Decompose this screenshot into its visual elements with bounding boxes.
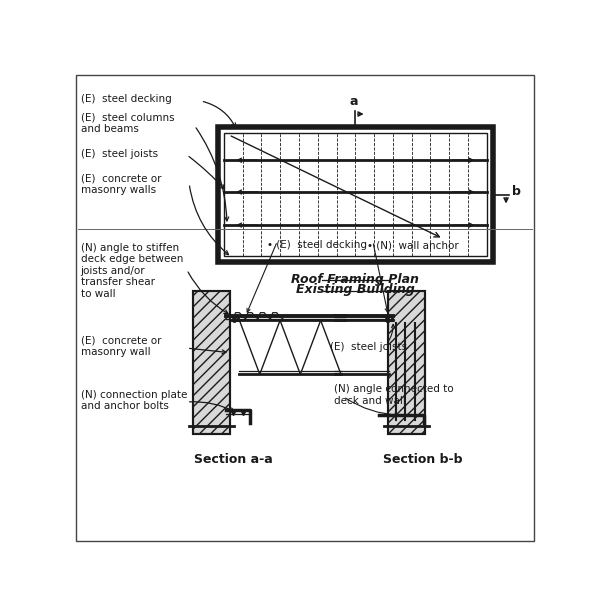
Text: (E)  steel columns
and beams: (E) steel columns and beams [80,112,174,134]
Bar [389,291,425,434]
Text: Existing Building: Existing Building [296,284,415,296]
Text: (E)  concrete or
masonry walls: (E) concrete or masonry walls [80,173,161,195]
Text: Roof Framing Plan: Roof Framing Plan [292,273,419,285]
Text: (E)  steel decking: (E) steel decking [80,95,171,104]
Bar [389,291,425,434]
Text: (N) angle connected to
deck and wall: (N) angle connected to deck and wall [334,384,453,406]
Text: • (N)  wall anchor: • (N) wall anchor [367,240,459,250]
Text: b: b [512,185,521,198]
Text: a: a [349,95,358,108]
Text: Section a-a: Section a-a [194,453,273,466]
Bar [193,291,230,434]
Bar [218,127,493,262]
Bar [224,133,487,256]
Bar [193,291,230,434]
Text: Section b-b: Section b-b [383,453,463,466]
Text: (N) connection plate
and anchor bolts: (N) connection plate and anchor bolts [80,390,187,411]
Text: (E)  steel joists: (E) steel joists [80,149,158,159]
Text: (N) angle to stiffen
deck edge between
joists and/or
transfer shear
to wall: (N) angle to stiffen deck edge between j… [80,243,183,299]
Text: (E)  steel joists: (E) steel joists [330,342,407,351]
Text: • (E)  steel decking: • (E) steel decking [267,240,367,250]
Text: (E)  concrete or
masonry wall: (E) concrete or masonry wall [80,336,161,357]
